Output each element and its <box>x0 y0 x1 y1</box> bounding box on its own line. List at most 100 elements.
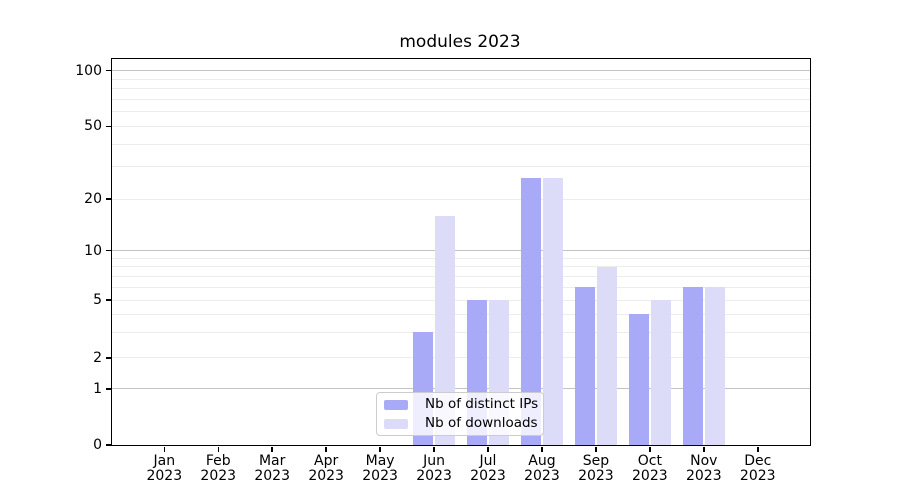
y-tick-label-2: 2 <box>93 349 102 366</box>
y-tick-label-20: 20 <box>84 191 102 207</box>
x-tick-month: Nov <box>690 453 718 469</box>
gridline-major-100 <box>112 70 810 72</box>
bar-ips-nov <box>682 287 704 445</box>
x-tick-year: 2023 <box>632 467 668 484</box>
x-tick-label-jun: Jun 2023 <box>399 454 469 483</box>
chart-title: modules 2023 <box>399 32 521 52</box>
legend-label-distinct-ips: Nb of distinct IPs <box>425 396 539 412</box>
y-tick-label-100: 100 <box>75 62 102 79</box>
x-tick-year: 2023 <box>685 467 722 484</box>
y-tick-0 <box>105 444 111 446</box>
x-tick-jul <box>487 446 489 452</box>
gridline-70 <box>112 98 810 100</box>
x-tick-dec <box>757 446 759 452</box>
x-tick-year: 2023 <box>416 467 452 484</box>
x-tick-month: Jul <box>479 453 497 469</box>
y-tick-label-50: 50 <box>84 118 102 135</box>
bar-ips-oct <box>628 314 650 445</box>
gridline-major-1 <box>112 388 810 390</box>
x-tick-month: Mar <box>258 453 286 469</box>
gridline-90 <box>112 78 810 80</box>
x-tick-sep <box>595 446 597 452</box>
x-tick-year: 2023 <box>739 467 776 484</box>
legend: Nb of distinct IPs Nb of downloads <box>376 392 544 436</box>
x-tick-feb <box>217 446 219 452</box>
x-tick-may <box>379 446 381 452</box>
gridline-6 <box>112 286 810 288</box>
legend-row-downloads: Nb of downloads <box>377 416 543 431</box>
bar-downloads-sep <box>596 266 618 445</box>
x-tick-mar <box>271 446 273 452</box>
x-tick-month: May <box>365 453 395 469</box>
bar-downloads-jun <box>434 215 456 445</box>
x-tick-year: 2023 <box>524 467 560 484</box>
plot-area: 0 1 2 5 10 20 50 100 Jan 2023 Feb 2023 Mar 2023 Apr 202… <box>75 58 811 483</box>
x-tick-label-dec: Dec 2023 <box>723 454 793 483</box>
x-tick-year: 2023 <box>578 467 614 484</box>
gridline-20 <box>112 198 810 200</box>
bar-downloads-nov <box>704 287 726 445</box>
x-tick-label-oct: Oct 2023 <box>615 454 685 483</box>
y-tick-20 <box>105 198 111 200</box>
gridline-8 <box>112 266 810 268</box>
y-tick-5 <box>105 299 111 301</box>
y-tick-10 <box>105 249 111 252</box>
x-tick-label-feb: Feb 2023 <box>183 454 253 483</box>
y-tick-label-5: 5 <box>93 292 102 309</box>
bar-ips-aug <box>520 178 542 445</box>
gridline-30 <box>112 166 810 168</box>
x-tick-label-may: May 2023 <box>345 454 415 483</box>
y-tick-50 <box>105 125 111 128</box>
y-tick-label-1: 1 <box>93 380 102 397</box>
x-tick-month: Feb <box>205 453 231 469</box>
legend-row-distinct-ips: Nb of distinct IPs <box>377 397 543 412</box>
legend-label-downloads: Nb of downloads <box>425 415 538 431</box>
x-tick-aug <box>541 446 543 452</box>
x-tick-label-mar: Mar 2023 <box>237 454 307 483</box>
gridline-50 <box>112 125 810 127</box>
legend-swatch-downloads <box>384 418 408 429</box>
x-tick-label-sep: Sep 2023 <box>561 454 631 483</box>
x-tick-label-apr: Apr 2023 <box>291 454 361 483</box>
y-tick-label-0: 0 <box>93 437 102 453</box>
gridline-major-10 <box>112 250 810 252</box>
x-tick-nov <box>703 446 705 452</box>
x-tick-jan <box>163 446 166 452</box>
gridline-7 <box>112 275 810 277</box>
gridline-2 <box>112 357 810 359</box>
x-tick-apr <box>325 446 327 452</box>
x-tick-month: Oct <box>637 453 662 469</box>
x-tick-label-jan: Jan 2023 <box>129 454 199 483</box>
x-tick-oct <box>649 446 651 452</box>
x-tick-month: Aug <box>528 453 556 469</box>
x-tick-year: 2023 <box>146 467 183 484</box>
bar-ips-sep <box>574 287 596 445</box>
x-tick-label-jul: Jul 2023 <box>453 454 523 483</box>
gridline-40 <box>112 143 810 145</box>
x-tick-year: 2023 <box>200 467 237 484</box>
y-tick-100 <box>105 69 111 72</box>
x-tick-year: 2023 <box>254 467 290 484</box>
x-tick-year: 2023 <box>470 467 506 484</box>
gridline-5 <box>112 299 810 301</box>
gridline-9 <box>112 257 810 259</box>
x-tick-month: Jun <box>423 453 445 469</box>
x-tick-month: Sep <box>582 453 610 469</box>
x-tick-label-aug: Aug 2023 <box>507 454 577 483</box>
gridline-60 <box>112 111 810 113</box>
y-tick-2 <box>105 357 111 359</box>
gridline-4 <box>112 313 810 315</box>
x-tick-year: 2023 <box>362 467 398 484</box>
legend-swatch-distinct-ips <box>384 399 408 410</box>
x-tick-month: Apr <box>314 453 339 469</box>
x-tick-jun <box>433 446 435 452</box>
bar-downloads-oct <box>650 300 672 445</box>
x-tick-year: 2023 <box>308 467 344 484</box>
x-tick-label-nov: Nov 2023 <box>669 454 739 483</box>
gridline-3 <box>112 331 810 333</box>
y-tick-label-10: 10 <box>84 242 102 259</box>
bar-downloads-aug <box>542 178 564 445</box>
x-tick-month: Jan <box>153 453 176 469</box>
x-tick-month: Dec <box>744 453 772 469</box>
